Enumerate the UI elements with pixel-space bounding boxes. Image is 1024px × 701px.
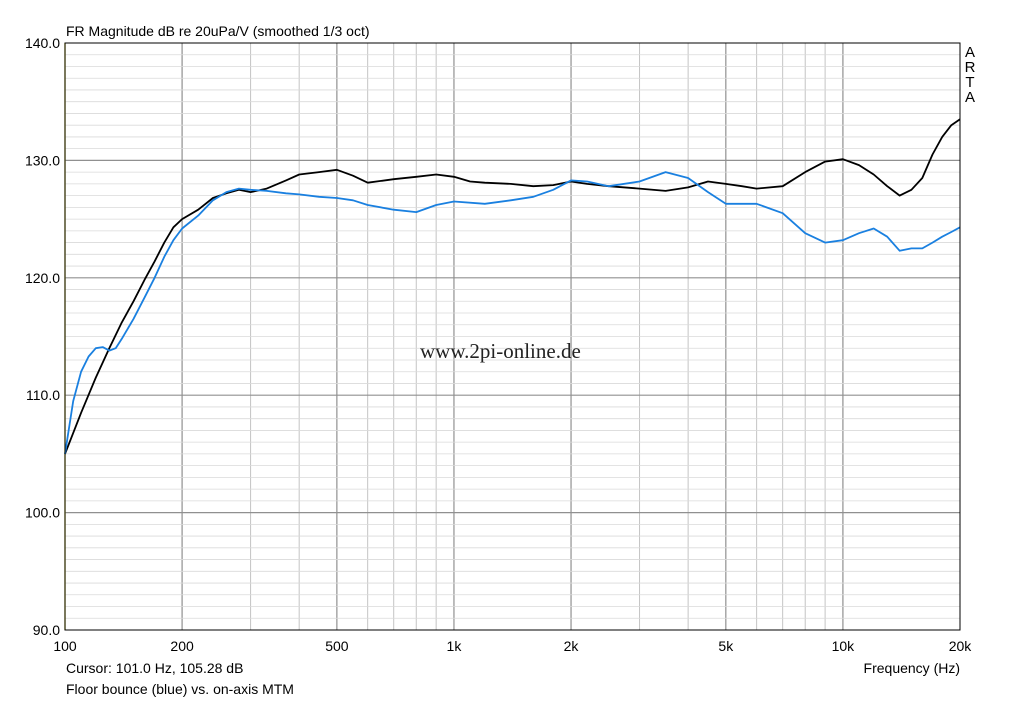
x-axis-tick-labels: 100 200 500 1k 2k 5k 10k 20k <box>53 638 972 654</box>
y-tick-label: 130.0 <box>25 152 60 168</box>
series-line-floor-bounce <box>64 171 961 455</box>
x-tick-label: 500 <box>325 638 349 654</box>
series-layer <box>64 118 961 455</box>
x-tick-label: 2k <box>564 638 580 654</box>
grid <box>64 43 960 630</box>
x-tick-label: 200 <box>170 638 194 654</box>
y-axis-tick-labels: 90.0 100.0 110.0 120.0 130.0 140.0 <box>25 35 60 638</box>
x-tick-label: 20k <box>949 638 973 654</box>
series-line-on-axis <box>64 118 961 455</box>
plot-frame <box>64 42 961 631</box>
chart-title: FR Magnitude dB re 20uPa/V (smoothed 1/3… <box>66 23 370 39</box>
x-tick-label: 1k <box>447 638 463 654</box>
x-tick-label: 5k <box>718 638 734 654</box>
x-axis-label: Frequency (Hz) <box>864 660 960 676</box>
x-tick-label: 100 <box>53 638 77 654</box>
y-tick-label: 90.0 <box>33 622 60 638</box>
y-tick-label: 100.0 <box>25 505 60 521</box>
cursor-readout: Cursor: 101.0 Hz, 105.28 dB <box>66 660 243 676</box>
arta-letter: A <box>965 89 975 106</box>
arta-letter: R <box>965 59 976 76</box>
watermark: www.2pi-online.de <box>420 339 581 363</box>
y-tick-label: 120.0 <box>25 270 60 286</box>
y-tick-label: 110.0 <box>26 387 60 403</box>
arta-letter: A <box>965 44 975 61</box>
arta-letter: T <box>965 74 974 91</box>
y-tick-label: 140.0 <box>25 35 60 51</box>
chart-caption: Floor bounce (blue) vs. on-axis MTM <box>66 681 294 697</box>
x-tick-label: 10k <box>832 638 856 654</box>
